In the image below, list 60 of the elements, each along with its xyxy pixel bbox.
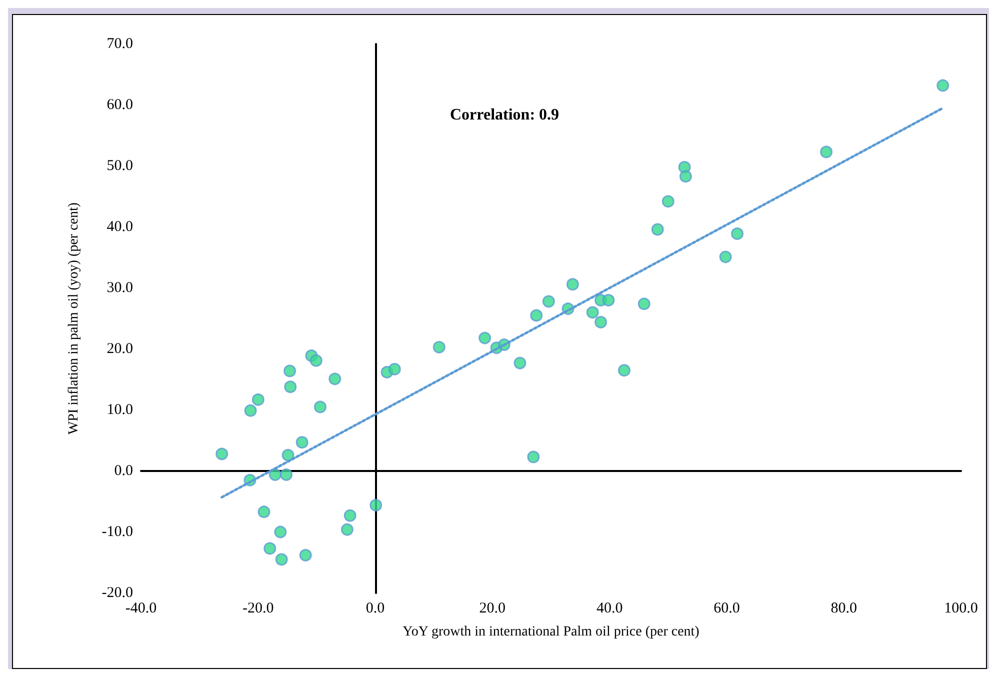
annotation: Correlation: 0.9: [450, 106, 560, 124]
point: [586, 306, 599, 319]
point: [370, 498, 382, 512]
point: [936, 79, 950, 92]
point: [296, 436, 308, 449]
point: [662, 195, 674, 208]
point: [638, 298, 650, 310]
y-tick-label: 40.0: [106, 219, 133, 235]
y-tick-label: 60.0: [106, 97, 133, 113]
x-tick-label: 0.0: [366, 600, 385, 616]
point: [679, 170, 692, 183]
x-tick-label: -40.0: [125, 600, 157, 616]
x-axis-title: YoY growth in international Palm oil price (per cent): [402, 624, 700, 640]
point: [340, 523, 354, 536]
y-tick-label: -20.0: [102, 585, 133, 601]
x-tick-label: -20.0: [242, 600, 274, 616]
x-tick-label: 80.0: [830, 600, 857, 616]
point: [275, 553, 288, 566]
point: [602, 294, 615, 306]
point: [244, 404, 257, 417]
point: [618, 364, 630, 377]
point: [216, 448, 228, 460]
point: [310, 354, 322, 367]
point: [258, 506, 270, 518]
point: [594, 316, 608, 328]
y-tick-label: 10.0: [106, 402, 133, 418]
point: [731, 227, 744, 240]
point: [527, 450, 540, 464]
y-tick-label: 30.0: [106, 280, 133, 296]
x-tick-label: 40.0: [596, 600, 623, 616]
point: [299, 548, 312, 562]
y-tick-label: 50.0: [106, 158, 133, 174]
y-tick-label: 20.0: [106, 341, 133, 357]
point: [542, 295, 555, 308]
x-tick-label: 20.0: [479, 600, 506, 616]
point: [514, 356, 526, 370]
point: [328, 372, 342, 386]
point: [388, 362, 401, 376]
point: [651, 223, 664, 236]
point: [274, 526, 287, 538]
point: [284, 364, 296, 378]
point: [530, 309, 543, 322]
y-tick-label: 0.0: [114, 463, 133, 479]
point: [282, 448, 294, 462]
y-axis-title: WPI inflation in palm oil (yoy) (per cent): [66, 202, 82, 435]
point: [566, 278, 579, 291]
point: [284, 380, 297, 394]
point: [820, 146, 833, 158]
x-tick-label: 60.0: [714, 600, 740, 616]
y-tick-label: -10.0: [102, 524, 133, 540]
point: [344, 509, 356, 522]
point: [252, 393, 264, 406]
y-tick-label: 70.0: [106, 36, 133, 52]
point: [432, 340, 446, 354]
point: [478, 332, 492, 344]
x-tick-label: 100.0: [944, 600, 978, 616]
point: [264, 542, 276, 555]
point: [719, 250, 732, 264]
point: [314, 400, 326, 414]
point: [280, 468, 293, 481]
